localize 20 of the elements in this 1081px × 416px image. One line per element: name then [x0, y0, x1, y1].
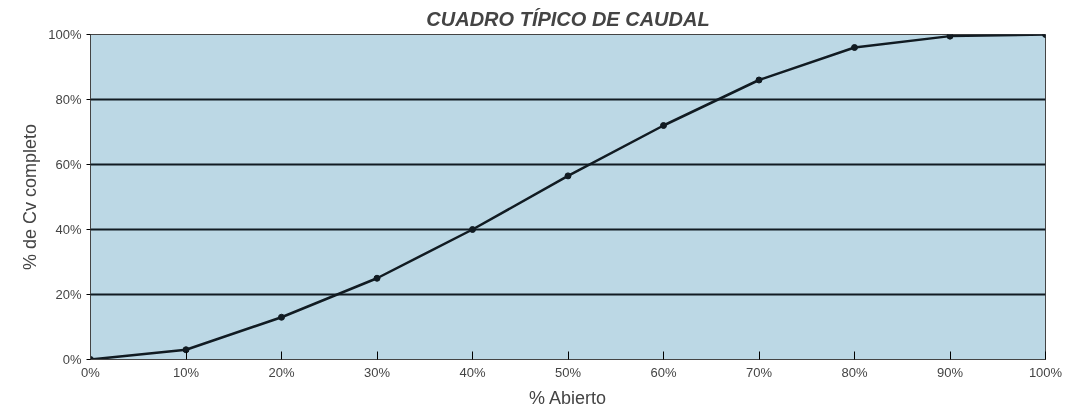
x-tick-label: 30%	[363, 364, 391, 380]
y-tick-label: 40%	[55, 222, 82, 237]
x-tick-label: 50%	[554, 364, 582, 380]
x-tick-label: 70%	[745, 364, 773, 380]
x-tick-label: 0%	[81, 364, 101, 380]
x-tick-label: 20%	[268, 364, 295, 380]
x-tick-label: 100%	[1028, 364, 1063, 380]
x-tick-label: 90%	[936, 364, 964, 380]
x-tick-label: 60%	[650, 364, 677, 380]
y-tick-label: 20%	[55, 287, 82, 302]
x-axis-title: % Abierto	[528, 387, 607, 408]
y-axis-title: % de Cv completo	[20, 123, 41, 271]
y-tick-label: 80%	[55, 92, 82, 107]
x-tick-label: 10%	[172, 364, 200, 380]
y-tick-label: 100%	[48, 27, 82, 42]
chart-title: CUADRO TÍPICO DE CAUDAL	[426, 7, 710, 30]
y-tick-label: 60%	[55, 157, 82, 172]
y-tick-label: 0%	[62, 352, 82, 367]
x-tick-label: 40%	[459, 364, 486, 380]
x-tick-label: 80%	[841, 364, 868, 380]
